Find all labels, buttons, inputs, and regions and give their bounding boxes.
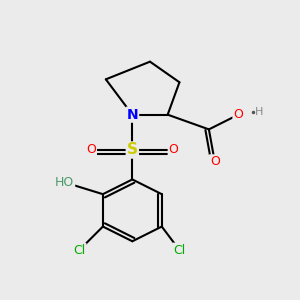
Text: O: O — [86, 143, 96, 157]
Text: Cl: Cl — [73, 244, 86, 256]
Text: HO: HO — [55, 176, 74, 189]
Text: O: O — [169, 143, 178, 157]
Text: H: H — [255, 107, 263, 117]
Text: O: O — [210, 155, 220, 168]
Text: N: N — [127, 108, 138, 122]
Text: S: S — [127, 142, 138, 158]
Text: O: O — [233, 108, 243, 121]
Text: Cl: Cl — [173, 244, 186, 256]
